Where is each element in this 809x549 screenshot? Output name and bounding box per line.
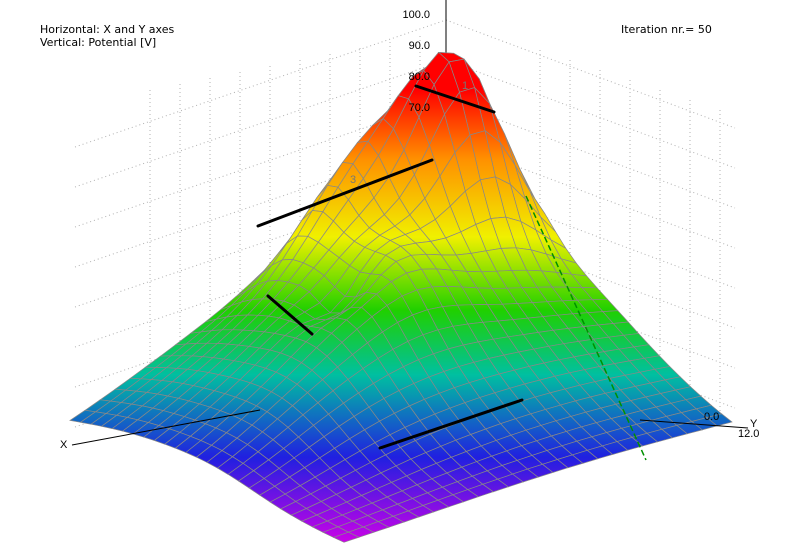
- electrode-1: [414, 84, 496, 114]
- z-tick-label: 90.0: [409, 40, 430, 52]
- horizontal-axes-note: Horizontal: X and Y axes: [40, 23, 175, 36]
- grid-line: [74, 179, 447, 308]
- grid-line: [74, 59, 447, 188]
- x-axis-label: X: [60, 439, 68, 451]
- dropline: [525, 195, 647, 461]
- electrodes: [256, 84, 524, 450]
- y-axis-line: [639, 419, 749, 429]
- grid-line: [74, 99, 447, 228]
- electrode-label-3: 3: [350, 174, 356, 186]
- electrode-label-1: 1: [462, 80, 468, 92]
- potential-surface: [69, 51, 733, 543]
- z-tick-labels: 100.0 90.0 80.0 70.0: [402, 9, 430, 114]
- z-tick-label: 100.0: [402, 9, 430, 21]
- electrode-2: [266, 294, 314, 336]
- surface-cell: [332, 531, 360, 543]
- z-tick-label: 80.0: [409, 71, 430, 83]
- vertical-axis-note: Vertical: Potential [V]: [40, 36, 157, 49]
- y-axis-partial-label: 0.0: [704, 411, 719, 423]
- iteration-counter: Iteration nr.= 50: [621, 23, 712, 36]
- grid-line: [74, 19, 447, 148]
- electrode-3: [256, 158, 434, 228]
- grid-line: [74, 139, 447, 268]
- y-axis-max-label: 12.0: [738, 428, 759, 440]
- electrode-4: [378, 398, 524, 450]
- x-axis-line: [71, 409, 261, 446]
- y-axis-label: Y: [750, 418, 758, 430]
- z-tick-label: 70.0: [409, 102, 430, 114]
